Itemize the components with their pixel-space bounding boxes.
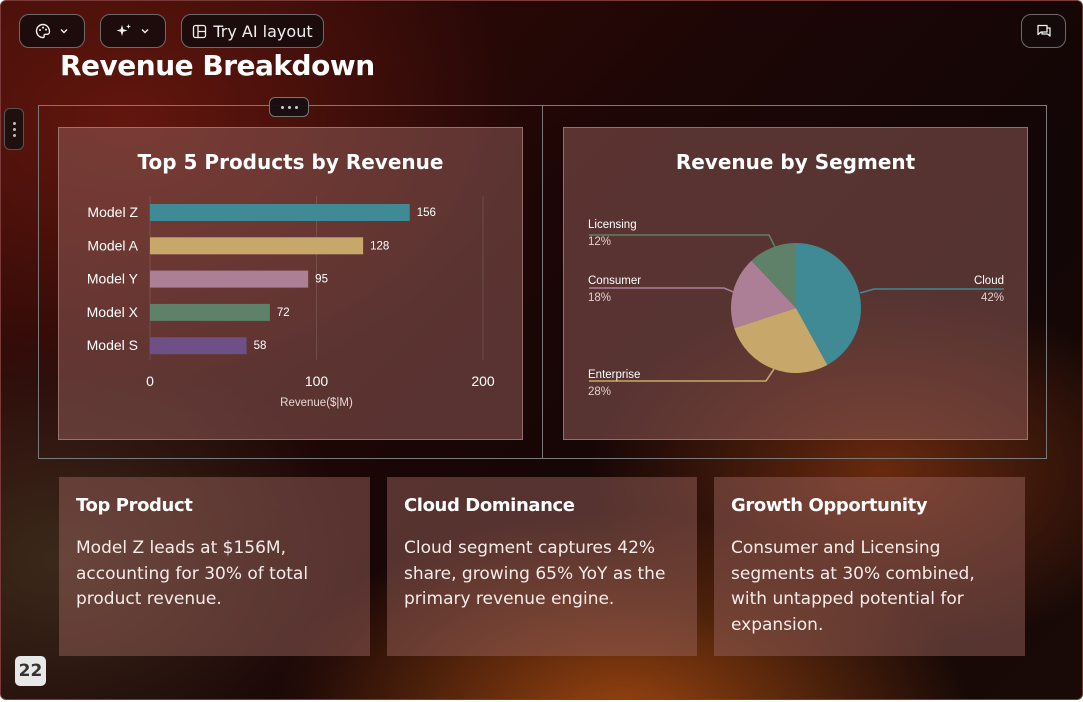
slide-title: Revenue Breakdown <box>60 49 375 82</box>
bar-chart-panel: Top 5 Products by Revenue 0 100 200 Revenue… <box>58 127 523 440</box>
slice-label-consumer: Consumer <box>588 275 641 287</box>
pie-slice-enterprise <box>734 308 828 373</box>
x-tick-label: 0 <box>146 373 154 389</box>
chevron-down-icon <box>60 29 68 34</box>
sparkle-icon <box>116 24 131 36</box>
slice-label-cloud: Cloud <box>974 275 1004 287</box>
bar-model-x <box>150 303 270 321</box>
category-label: Model Z <box>87 204 138 220</box>
side-drag-handle[interactable] <box>4 108 24 150</box>
card-title: Growth Opportunity <box>731 495 928 516</box>
grid-divider <box>542 105 543 459</box>
card-body: Model Z leads at $156M, accounting for 3… <box>76 538 309 609</box>
palette-icon <box>35 23 51 39</box>
chevron-down-icon <box>141 29 149 34</box>
layout-icon <box>193 24 207 38</box>
slice-percent-licensing: 12% <box>588 236 611 248</box>
leader-line-enterprise <box>589 368 775 382</box>
comments-button[interactable] <box>1021 14 1066 48</box>
leader-line-licensing <box>589 234 777 250</box>
x-tick-label: 100 <box>305 373 329 389</box>
page-number-badge: 22 <box>15 656 46 686</box>
bar-model-s <box>150 337 247 355</box>
card-title: Top Product <box>76 495 193 516</box>
insight-card-top-product: Top Product Model Z leads at $156M, acco… <box>59 477 370 656</box>
bar-model-z <box>150 204 410 221</box>
top-drag-handle[interactable] <box>269 97 309 117</box>
bar-chart: 0 100 200 Revenue($|M) Model Z 156 Model A 128 M… <box>87 196 495 409</box>
data-label: 72 <box>277 307 290 319</box>
try-ai-layout-button[interactable]: Try AI layout <box>181 14 324 48</box>
bar-model-a <box>150 237 364 255</box>
category-label: Model Y <box>87 271 139 287</box>
pie-slice-consumer <box>731 260 796 329</box>
ai-menu-button[interactable] <box>100 14 166 48</box>
leader-line-consumer <box>589 287 737 294</box>
leader-line-cloud <box>859 288 1004 294</box>
category-label: Model X <box>87 304 139 320</box>
data-label: 58 <box>254 340 267 352</box>
pie-chart-panel: Revenue by Segment Cloud 42% Enterprise 28%… <box>563 127 1028 440</box>
bar-chart-title: Top 5 Products by Revenue <box>137 150 444 174</box>
pie-chart: Cloud 42% Enterprise 28% Consumer 18% Licensin… <box>588 219 1004 398</box>
bar-model-y <box>150 270 309 288</box>
slice-percent-consumer: 18% <box>588 292 611 304</box>
pie-chart-title: Revenue by Segment <box>675 150 916 174</box>
pie-slice-licensing <box>751 243 796 308</box>
insight-card-growth-opportunity: Growth Opportunity Consumer and Licensin… <box>714 477 1025 656</box>
slice-percent-cloud: 42% <box>981 292 1004 304</box>
try-ai-layout-label: Try AI layout <box>213 21 313 41</box>
card-title: Cloud Dominance <box>404 495 575 516</box>
comment-icon <box>1036 24 1051 37</box>
category-label: Model S <box>87 337 138 353</box>
card-body: Consumer and Licensing segments at 30% c… <box>731 538 975 635</box>
x-axis-label: Revenue($|M) <box>280 397 353 409</box>
x-tick-label: 200 <box>471 373 495 389</box>
category-label: Model A <box>87 237 138 253</box>
data-label: 156 <box>417 207 436 219</box>
insight-card-cloud-dominance: Cloud Dominance Cloud segment captures 4… <box>387 477 697 656</box>
slice-label-licensing: Licensing <box>588 219 637 231</box>
theme-menu-button[interactable] <box>19 14 85 48</box>
card-body: Cloud segment captures 42% share, growin… <box>404 538 666 609</box>
data-label: 95 <box>315 274 328 286</box>
slice-percent-enterprise: 28% <box>588 386 611 398</box>
data-label: 128 <box>370 240 389 252</box>
pie-slice-cloud <box>796 243 861 365</box>
slice-label-enterprise: Enterprise <box>588 369 640 381</box>
